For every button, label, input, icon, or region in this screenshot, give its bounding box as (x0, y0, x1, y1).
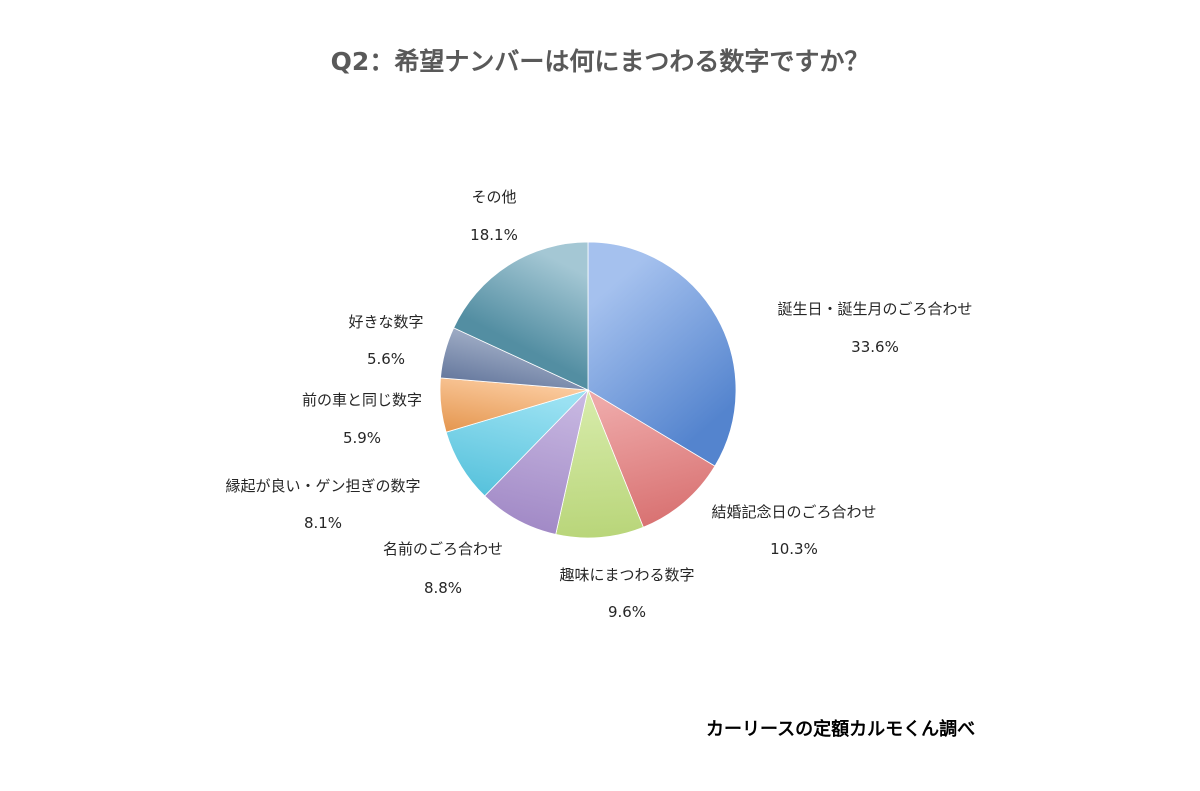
source-credit: カーリースの定額カルモくん調べ (706, 719, 976, 740)
slice-label: 好きな数字 (348, 313, 423, 331)
pie-slice (484, 388, 589, 535)
slice-value-label: 33.6% (851, 338, 899, 356)
slice-value-label: 5.6% (367, 350, 405, 368)
pie-slice (555, 388, 644, 539)
slice-label: 結婚記念日のごろ合わせ (711, 503, 876, 521)
slice-label: その他 (471, 188, 516, 206)
pie-slice (587, 389, 716, 528)
slice-value-label: 8.1% (304, 514, 342, 532)
slice-label: 前の車と同じ数字 (302, 391, 422, 409)
slice-label: 趣味にまつわる数字 (559, 566, 694, 584)
slice-label: 名前のごろ合わせ (383, 540, 503, 558)
slice-value-label: 9.6% (608, 603, 646, 621)
slice-labels: 誕生日・誕生月のごろ合わせ 33.6% 結婚記念日のごろ合わせ 10.3% 趣味にまつわ… (225, 188, 972, 621)
chart-title: Q2：希望ナンバーは何にまつわる数字ですか？ (330, 47, 870, 76)
slice-value-label: 10.3% (770, 540, 818, 558)
slice-label: 縁起が良い・ゲン担ぎの数字 (225, 477, 420, 495)
slice-label: 誕生日・誕生月のごろ合わせ (777, 300, 972, 318)
pie-slice (453, 241, 589, 391)
pie-slices (439, 241, 737, 539)
slice-value-label: 5.9% (343, 429, 381, 447)
pie-slice (587, 241, 737, 467)
slice-value-label: 8.8% (424, 579, 462, 597)
slice-value-label: 18.1% (470, 226, 518, 244)
